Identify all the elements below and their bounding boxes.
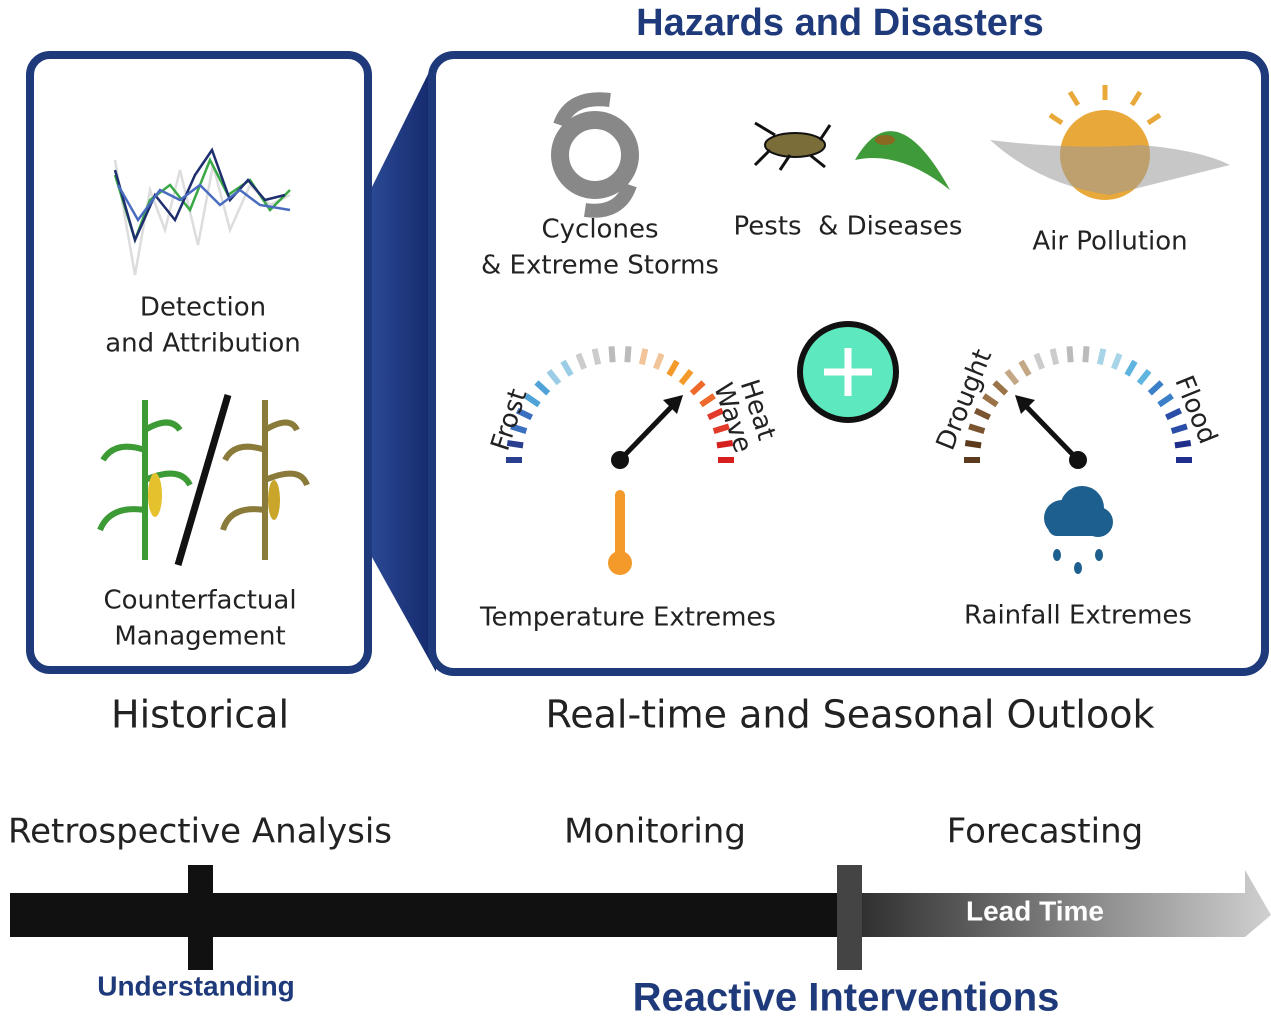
gauge-dash xyxy=(642,349,646,365)
plus-icon xyxy=(800,324,896,420)
air-pollution-label: Air Pollution xyxy=(1032,227,1187,257)
stage-label: Forecasting xyxy=(947,812,1143,852)
gauge-dash xyxy=(1175,443,1191,445)
counterfactual-line: Management xyxy=(114,622,285,652)
rainfall-label: Rainfall Extremes xyxy=(964,601,1192,631)
understanding-label: Understanding xyxy=(97,970,295,1001)
cyclones-line: Cyclones xyxy=(542,215,659,245)
outlook-label: Real-time and Seasonal Outlook xyxy=(546,693,1155,737)
reactive-label: Reactive Interventions xyxy=(633,976,1060,1019)
gauge-dash xyxy=(1100,349,1104,365)
lead-time-label: Lead Time xyxy=(966,895,1104,926)
timeline-tick xyxy=(188,865,213,970)
panel-connector xyxy=(368,58,436,672)
historical-label: Historical xyxy=(111,693,289,737)
gauge-dash xyxy=(611,346,612,362)
gauge-dash xyxy=(1085,346,1086,362)
gauge-dash xyxy=(627,346,628,362)
gauge-dash xyxy=(965,443,981,445)
title: Hazards and Disasters xyxy=(636,2,1044,44)
historical-panel xyxy=(30,55,368,670)
gauge-dash xyxy=(1069,346,1070,362)
pests-label: Pests & Diseases xyxy=(734,212,963,242)
stage-label: Retrospective Analysis xyxy=(8,812,392,852)
timeline-tick xyxy=(837,865,862,970)
counterfactual-line: Counterfactual xyxy=(103,586,296,616)
gauge-dash xyxy=(1053,349,1057,365)
temperature-label: Temperature Extremes xyxy=(479,603,776,633)
diagram: Hazards and Disasters Detection and Attr… xyxy=(0,0,1271,1019)
detection-line: Detection xyxy=(140,293,266,323)
timeline-bar xyxy=(10,893,845,937)
detection-line: and Attribution xyxy=(105,329,301,359)
cyclones-line: & Extreme Storms xyxy=(481,251,719,281)
stage-label: Monitoring xyxy=(564,812,746,852)
gauge-dash xyxy=(595,349,599,365)
